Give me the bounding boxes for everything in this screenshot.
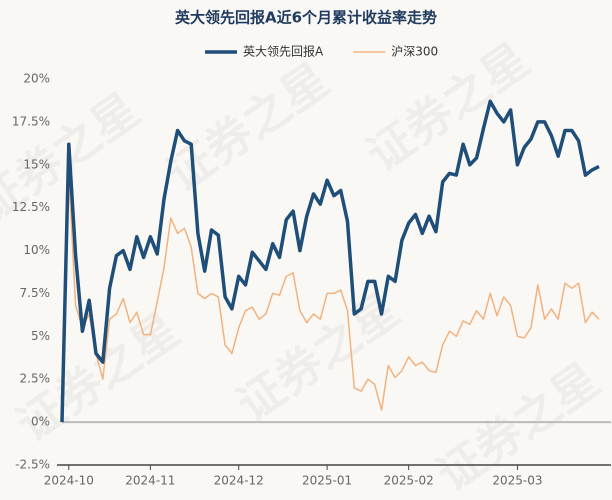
y-tick-label: 5%: [31, 329, 50, 343]
x-tick-label: 2025-03: [492, 474, 542, 488]
series-line: [60, 99, 600, 423]
x-tick-label: 2024-10: [44, 474, 94, 488]
y-tick-label: -2.5%: [15, 458, 50, 472]
x-tick-label: 2024-12: [214, 474, 264, 488]
y-tick-label: 17.5%: [12, 114, 50, 128]
x-tick-label: 2025-02: [384, 474, 434, 488]
legend-label: 沪深300: [391, 45, 438, 59]
y-tick-label: 15%: [23, 157, 50, 171]
y-tick-label: 2.5%: [20, 372, 51, 386]
y-tick-label: 12.5%: [12, 200, 50, 214]
x-tick-label: 2024-11: [125, 474, 175, 488]
x-tick-label: 2025-01: [302, 474, 352, 488]
chart-title: 英大领先回报A近6个月累计收益率走势: [175, 9, 437, 27]
legend-label: 英大领先回报A: [243, 44, 324, 59]
y-tick-label: 10%: [23, 243, 50, 257]
y-tick-label: 7.5%: [20, 286, 51, 300]
series-line: [61, 172, 600, 423]
y-tick-label: 20%: [23, 72, 50, 86]
y-tick-label: 0%: [31, 415, 50, 429]
